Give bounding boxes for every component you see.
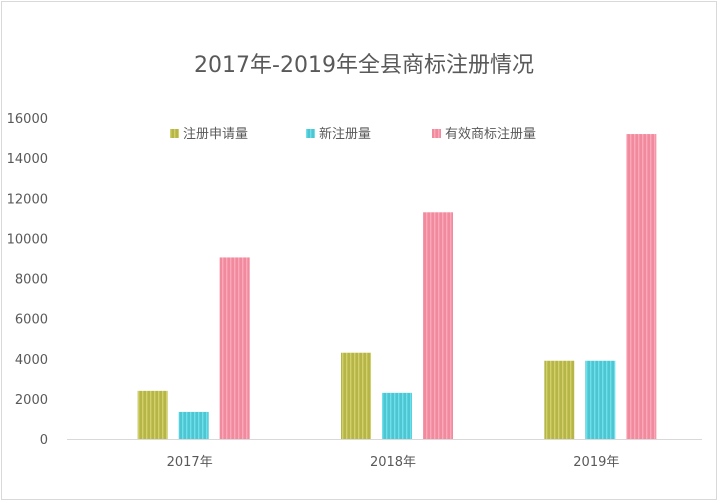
legend-label: 注册申请量: [183, 127, 248, 142]
x-tick-label: 2017年: [167, 455, 213, 470]
y-tick-label: 8000: [15, 273, 48, 288]
y-tick-label: 4000: [15, 353, 48, 368]
bar-3-2017年: [219, 257, 250, 439]
legend: 注册申请量 新注册量 有效商标注册量: [170, 126, 536, 142]
y-tick-label: 2000: [15, 393, 48, 408]
y-tick-label: 16000: [7, 112, 48, 127]
legend-label: 有效商标注册量: [445, 127, 536, 142]
x-axis: 2017年 2018年 2019年: [167, 455, 620, 470]
legend-label: 新注册量: [319, 126, 371, 142]
x-tick-label: 2018年: [370, 455, 416, 470]
bar-2-2019年: [585, 360, 616, 439]
bar-3-2019年: [626, 134, 657, 440]
y-tick-label: 12000: [7, 192, 48, 207]
y-tick-label: 0: [40, 433, 48, 448]
chart-title: 2017年-2019年全县商标注册情况: [194, 53, 534, 78]
bar-1-2018年: [341, 352, 371, 439]
legend-swatch: [170, 129, 179, 138]
y-tick-label: 14000: [7, 152, 48, 167]
bar-3-2018年: [423, 212, 453, 439]
y-tick-label: 6000: [15, 313, 48, 328]
bar-1-2019年: [544, 360, 575, 439]
bar-1-2017年: [137, 390, 168, 439]
legend-swatch: [432, 129, 441, 138]
bar-2-2017年: [178, 411, 209, 439]
bar-2-2018年: [382, 392, 412, 439]
y-tick-label: 10000: [7, 232, 48, 247]
y-axis: 0 2000 4000 6000 8000 10000 12000 14000 16000: [7, 112, 48, 448]
legend-swatch: [306, 129, 315, 138]
bars: [137, 134, 657, 440]
x-tick-label: 2019年: [573, 455, 619, 470]
